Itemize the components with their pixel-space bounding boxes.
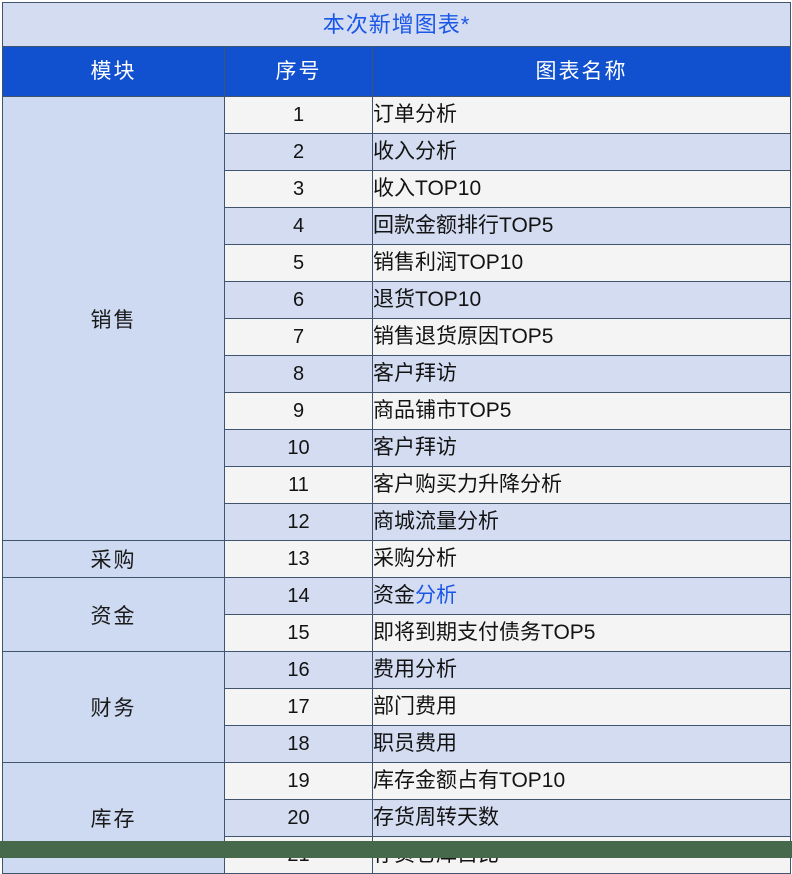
table-row[interactable]: 15 即将到期支付债务TOP5 — [3, 614, 792, 652]
column-header-module[interactable]: 模块 — [2, 46, 225, 97]
row-index-cell: 19 — [224, 762, 373, 800]
row-index-cell: 3 — [224, 170, 373, 208]
table-row[interactable]: 3 收入TOP10 — [3, 170, 792, 208]
chart-name-cell[interactable]: 销售退货原因TOP5 — [371, 318, 792, 356]
chart-name-cell[interactable]: 费用分析 — [371, 651, 792, 689]
chart-name-cell[interactable]: 客户拜访 — [371, 355, 792, 393]
chart-name-fragment: 分析 — [415, 584, 457, 607]
chart-name-cell[interactable]: 存货周转天数 — [371, 799, 792, 837]
row-index-cell: 16 — [224, 651, 373, 689]
chart-name-cell[interactable]: 商品铺市TOP5 — [371, 392, 792, 430]
table-row[interactable]: 4 回款金额排行TOP5 — [3, 207, 792, 245]
row-index-cell: 10 — [224, 429, 373, 467]
table-row[interactable]: 7 销售退货原因TOP5 — [3, 318, 792, 356]
table-title-row: 本次新增图表* — [1, 2, 792, 47]
module-cell[interactable]: 采购 — [2, 540, 225, 578]
module-cell[interactable]: 财务 — [2, 651, 225, 763]
table-row[interactable]: 18 职员费用 — [3, 725, 792, 763]
table-row[interactable]: 8 客户拜访 — [3, 355, 792, 393]
table-row[interactable]: 销售 1 订单分析 — [2, 96, 792, 541]
chart-name-cell[interactable]: 即将到期支付债务TOP5 — [371, 614, 792, 652]
row-index-cell: 15 — [224, 614, 373, 652]
column-header-name[interactable]: 图表名称 — [371, 46, 792, 97]
row-index-cell: 6 — [224, 281, 373, 319]
table-row[interactable]: 2 收入分析 — [3, 133, 792, 171]
chart-name-cell[interactable]: 退货TOP10 — [371, 281, 792, 319]
chart-name-cell[interactable]: 库存金额占有TOP10 — [371, 762, 792, 800]
chart-name-cell[interactable]: 销售利润TOP10 — [371, 244, 792, 282]
row-index-cell: 4 — [224, 207, 373, 245]
chart-name-cell[interactable]: 收入TOP10 — [371, 170, 792, 208]
table-row[interactable]: 5 销售利润TOP10 — [3, 244, 792, 282]
bottom-accent-band — [0, 841, 792, 858]
chart-name-cell[interactable]: 部门费用 — [371, 688, 792, 726]
table-title: 本次新增图表* — [1, 2, 792, 47]
table-row[interactable]: 17 部门费用 — [3, 688, 792, 726]
table-row[interactable]: 资金 14 资金分析 — [2, 577, 792, 652]
table-row[interactable]: 11 客户购买力升降分析 — [3, 466, 792, 504]
row-index-cell: 20 — [224, 799, 373, 837]
row-index-cell: 2 — [224, 133, 373, 171]
column-header-index[interactable]: 序号 — [224, 46, 373, 97]
chart-name-cell[interactable]: 回款金额排行TOP5 — [371, 207, 792, 245]
table-row[interactable]: 9 商品铺市TOP5 — [3, 392, 792, 430]
row-index-cell: 11 — [224, 466, 373, 504]
table-row[interactable]: 10 客户拜访 — [3, 429, 792, 467]
row-index-cell: 12 — [224, 503, 373, 541]
table-row[interactable]: 采购 13 采购分析 — [2, 540, 792, 578]
row-index-cell: 7 — [224, 318, 373, 356]
chart-name-cell[interactable]: 商城流量分析 — [371, 503, 792, 541]
chart-name-cell[interactable]: 客户拜访 — [371, 429, 792, 467]
row-index-cell: 13 — [224, 540, 373, 578]
chart-name-cell[interactable]: 采购分析 — [371, 540, 792, 578]
chart-name-cell[interactable]: 订单分析 — [371, 96, 792, 134]
chart-name-cell[interactable]: 资金分析 — [371, 577, 792, 615]
chart-name-cell[interactable]: 职员费用 — [371, 725, 792, 763]
row-index-cell: 14 — [224, 577, 373, 615]
row-index-cell: 5 — [224, 244, 373, 282]
table-row[interactable]: 财务 16 费用分析 — [2, 651, 792, 763]
table-row[interactable]: 12 商城流量分析 — [3, 503, 792, 541]
row-index-cell: 8 — [224, 355, 373, 393]
chart-name-cell[interactable]: 收入分析 — [371, 133, 792, 171]
table-row[interactable]: 20 存货周转天数 — [3, 799, 792, 837]
chart-name-cell[interactable]: 客户购买力升降分析 — [371, 466, 792, 504]
row-index-cell: 9 — [224, 392, 373, 430]
table-row[interactable]: 6 退货TOP10 — [3, 281, 792, 319]
module-cell[interactable]: 资金 — [2, 577, 225, 652]
row-index-cell: 17 — [224, 688, 373, 726]
top-margin — [0, 0, 792, 2]
chart-name-fragment: 资金 — [373, 584, 415, 607]
row-index-cell: 1 — [224, 96, 373, 134]
row-index-cell: 18 — [224, 725, 373, 763]
table-header-row: 模块 序号 图表名称 — [2, 46, 792, 97]
module-cell[interactable]: 销售 — [2, 96, 225, 541]
table-row[interactable]: 库存 19 库存金额占有TOP10 — [2, 762, 792, 874]
